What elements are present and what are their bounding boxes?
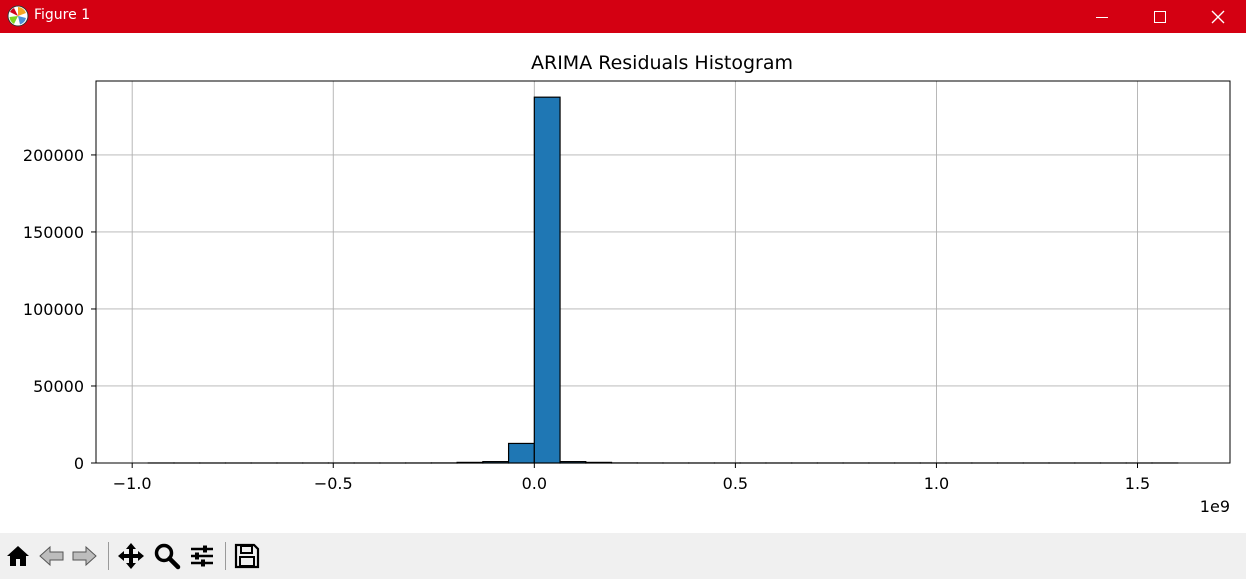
- grid-lines: [96, 81, 1230, 464]
- forward-button[interactable]: [69, 541, 99, 571]
- histogram-bar: [507, 442, 535, 464]
- histogram-bar: [533, 96, 561, 464]
- x-tick-label: 0.5: [723, 474, 748, 493]
- x-tick-label: −1.0: [113, 474, 152, 493]
- x-tick-label: 1.5: [1125, 474, 1150, 493]
- window-titlebar: Figure 1: [0, 0, 1246, 33]
- histogram-chart: ARIMA Residuals Histogram −1.0 −0.5 0.0 0.5…: [23, 52, 1231, 516]
- histogram-bars: [147, 96, 1179, 464]
- chart-title: ARIMA Residuals Histogram: [531, 52, 793, 74]
- x-axis-ticks: −1.0 −0.5 0.0 0.5 1.0 1.5: [113, 463, 1150, 493]
- y-axis-ticks: 0 50000 100000 150000 200000: [23, 146, 96, 473]
- y-tick-label: 50000: [33, 377, 84, 396]
- figure-canvas: ARIMA Residuals Histogram −1.0 −0.5 0.0 0.5…: [0, 33, 1246, 533]
- x-axis-offset-label: 1e9: [1200, 497, 1230, 516]
- minimize-icon: [1096, 16, 1108, 18]
- y-tick-label: 150000: [23, 223, 84, 242]
- save-button[interactable]: [232, 541, 262, 571]
- minimize-button[interactable]: [1073, 0, 1131, 33]
- home-button[interactable]: [3, 541, 33, 571]
- navigation-toolbar: [0, 533, 1246, 579]
- save-disk-icon: [234, 543, 260, 569]
- y-tick-label: 200000: [23, 146, 84, 165]
- zoom-button[interactable]: [152, 541, 182, 571]
- matplotlib-logo-icon: [7, 5, 29, 27]
- close-button[interactable]: [1189, 0, 1246, 33]
- toolbar-separator: [225, 542, 226, 570]
- configure-subplots-button[interactable]: [187, 541, 217, 571]
- y-tick-label: 0: [74, 454, 84, 473]
- maximize-button[interactable]: [1131, 0, 1189, 33]
- home-icon: [7, 546, 29, 566]
- x-tick-label: 0.0: [522, 474, 547, 493]
- toolbar-separator: [108, 542, 109, 570]
- maximize-icon: [1154, 10, 1166, 23]
- zoom-magnifier-icon: [154, 543, 181, 570]
- pan-icon: [118, 543, 144, 569]
- forward-arrow-icon: [72, 545, 97, 567]
- x-tick-label: −0.5: [314, 474, 353, 493]
- y-tick-label: 100000: [23, 300, 84, 319]
- configure-subplots-icon: [191, 545, 213, 567]
- close-icon: [1211, 10, 1225, 23]
- window-title: Figure 1: [34, 7, 91, 23]
- plot-area-frame: [95, 80, 1231, 464]
- pan-button[interactable]: [116, 541, 146, 571]
- x-tick-label: 1.0: [924, 474, 949, 493]
- back-arrow-icon: [39, 545, 64, 567]
- back-button[interactable]: [37, 541, 67, 571]
